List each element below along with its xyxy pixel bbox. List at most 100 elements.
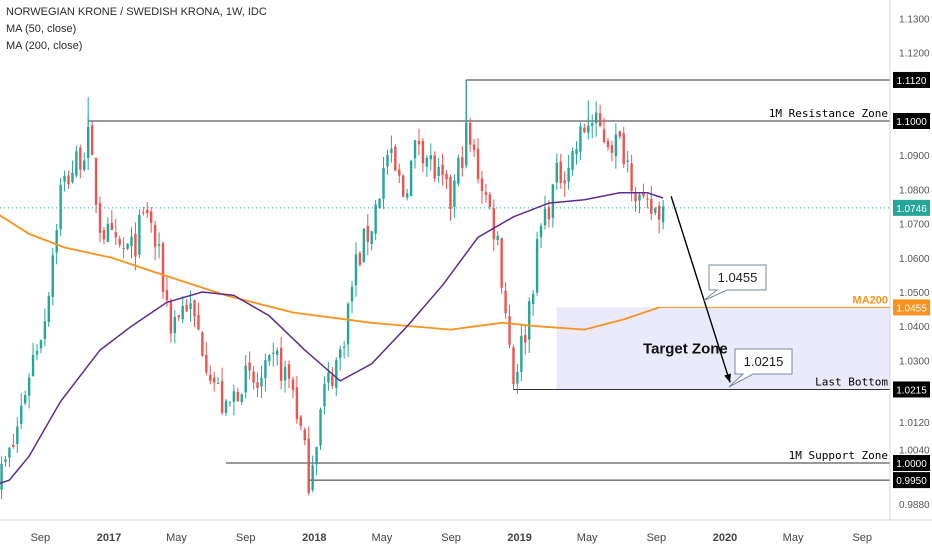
callout-label-1: 1.0455	[718, 270, 758, 285]
level-label: 1M Support Zone	[789, 449, 888, 462]
candle-body	[232, 391, 236, 402]
y-tick-label: 1.0600	[899, 254, 930, 265]
level-1000-box	[893, 455, 930, 471]
y-tick-label: 1.1200	[899, 49, 930, 60]
candle-body	[185, 304, 188, 312]
candle-body	[528, 301, 531, 340]
candle-body	[31, 355, 35, 377]
candle-body	[75, 151, 78, 176]
candle-body	[488, 194, 492, 207]
candle-body	[610, 145, 614, 153]
x-tick-label: May	[166, 532, 187, 544]
candle-body	[445, 173, 448, 180]
y-tick-label: 1.0400	[899, 322, 930, 333]
candle-body	[157, 244, 161, 246]
candle-body	[402, 175, 405, 197]
candle-body	[161, 243, 165, 293]
candle-body	[492, 208, 495, 240]
current-price-box-label: 1.0746	[896, 204, 927, 215]
moving-averages	[0, 192, 664, 485]
candle-body	[429, 155, 432, 160]
level-label: Last Bottom	[815, 375, 888, 388]
candle-body	[212, 377, 216, 383]
y-tick-label: 1.0120	[899, 418, 930, 429]
candle-body	[342, 346, 346, 348]
level-1100-box	[893, 113, 930, 129]
ma200-price-box-label: 1.0455	[896, 303, 927, 314]
candle-body	[197, 315, 200, 330]
candle-body	[650, 199, 653, 214]
ma50-series-line	[0, 192, 664, 485]
candle-body	[260, 377, 263, 387]
candle-body	[79, 147, 82, 170]
level-1112-box-label: 1.1120	[897, 76, 927, 87]
level-1000-box-label: 1.0000	[896, 459, 927, 470]
candle-body	[339, 349, 342, 359]
y-tick-label: 1.0300	[899, 356, 930, 367]
candle-body	[256, 382, 259, 388]
candle-body	[335, 360, 338, 388]
candle-body	[468, 122, 472, 145]
candle-body	[331, 375, 334, 387]
candle-body	[23, 395, 27, 404]
callout-box-2	[728, 348, 793, 388]
candle-body	[102, 230, 106, 240]
candle-body	[531, 294, 535, 304]
candle-body	[134, 234, 137, 257]
candle-body	[142, 212, 145, 214]
candle-body	[457, 157, 460, 184]
candle-body	[55, 230, 58, 253]
candle-body	[43, 321, 47, 339]
candle-body	[177, 315, 180, 318]
candle-body	[47, 295, 51, 322]
ma200-series-line	[0, 214, 660, 331]
x-tick-label: 2018	[302, 532, 326, 544]
candle-body	[433, 155, 436, 179]
candle-body	[51, 255, 54, 297]
candle-body	[283, 366, 287, 381]
candle-body	[484, 192, 488, 195]
x-tick-label: May	[371, 532, 392, 544]
candle-body	[508, 316, 511, 345]
candle-body	[551, 184, 555, 218]
candle-body	[272, 352, 275, 354]
candle-body	[189, 303, 192, 310]
level-lines: 1M Resistance Zone Last Bottom 1M Support …	[0, 79, 890, 481]
candle-body	[244, 365, 247, 393]
candle-body	[16, 426, 19, 445]
candle-body	[543, 208, 547, 226]
candle-body	[224, 400, 228, 413]
candle-body	[398, 169, 401, 176]
candle-body	[449, 176, 452, 210]
candle-body	[4, 459, 7, 462]
candle-body	[114, 232, 117, 238]
x-tick-label: 2020	[713, 532, 737, 544]
candle-body	[146, 209, 149, 214]
level-label: 1M Resistance Zone	[769, 107, 888, 120]
candle-body	[405, 193, 409, 198]
candle-body	[425, 157, 429, 167]
candle-body	[465, 122, 468, 166]
candle-body	[417, 140, 421, 145]
candle-body	[583, 127, 586, 133]
candle-body	[535, 239, 539, 293]
x-tick-label: Sep	[647, 532, 667, 544]
candle-body	[453, 180, 456, 207]
candle-body	[138, 214, 141, 255]
candle-body	[228, 402, 232, 404]
ma200-label: MA200	[853, 294, 888, 306]
candle-body	[598, 113, 602, 127]
candle-body	[12, 444, 15, 447]
candle-body	[295, 387, 299, 420]
candle-body	[606, 140, 610, 148]
candle-body	[661, 206, 665, 223]
candle-body	[657, 205, 661, 220]
candle-body	[86, 127, 90, 158]
candle-body	[315, 447, 318, 465]
candle-body	[287, 364, 291, 379]
candle-body	[378, 198, 381, 208]
candle-body	[618, 131, 622, 137]
candle-body	[209, 374, 212, 381]
candle-body	[358, 253, 362, 265]
